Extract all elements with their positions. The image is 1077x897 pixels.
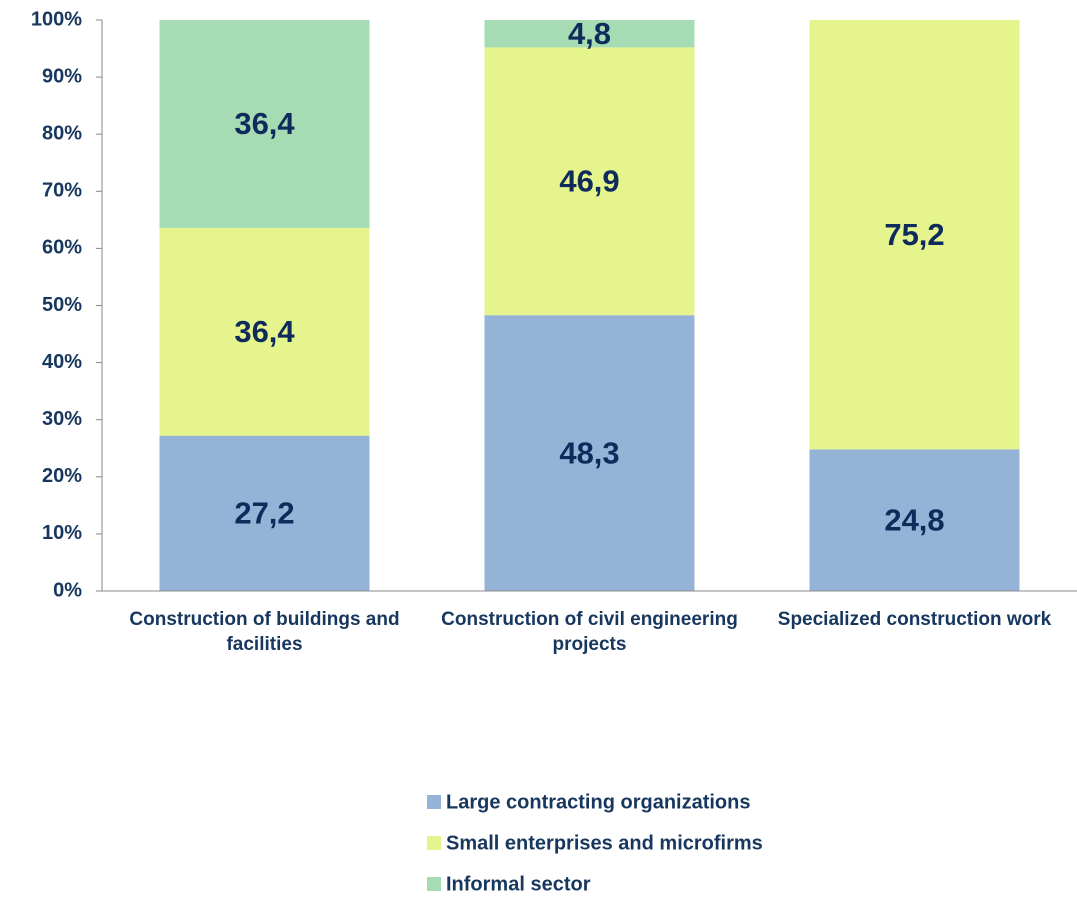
- value-label: 36,4: [234, 314, 295, 349]
- bar-segment: [484, 47, 695, 316]
- value-label: 24,8: [884, 502, 944, 537]
- y-tick-label: 0%: [53, 579, 82, 601]
- value-label: 48,3: [559, 435, 619, 470]
- bar-segment: [484, 315, 695, 591]
- y-tick-label: 30%: [42, 408, 82, 430]
- legend-swatch: [427, 795, 441, 809]
- legend-label: Large contracting organizations: [446, 791, 750, 813]
- value-label: 75,2: [884, 217, 944, 252]
- value-label: 36,4: [234, 106, 295, 141]
- y-tick-label: 50%: [42, 294, 82, 316]
- y-tick-label: 40%: [42, 351, 82, 373]
- y-tick-label: 90%: [42, 65, 82, 87]
- legend-label: Small enterprises and microfirms: [446, 832, 763, 854]
- x-tick-label: Specialized construction work: [777, 609, 1052, 630]
- y-tick-label: 100%: [31, 8, 82, 30]
- y-tick-label: 60%: [42, 237, 82, 259]
- value-label: 46,9: [559, 163, 619, 198]
- y-tick-label: 70%: [42, 180, 82, 202]
- bar-segment: [159, 435, 370, 591]
- value-label: 4,8: [568, 16, 611, 51]
- x-tick-label: Construction of buildings and facilities: [129, 609, 400, 655]
- legend-label: Informal sector: [446, 873, 591, 895]
- bar-segment: [159, 20, 370, 228]
- bar-segment: [809, 20, 1020, 450]
- value-label: 27,2: [234, 496, 294, 531]
- bar-segment: [809, 449, 1020, 591]
- bar-segment: [484, 20, 695, 48]
- x-tick-label: Construction of civil engineering projec…: [441, 609, 738, 655]
- legend-swatch: [427, 877, 441, 891]
- y-tick-label: 80%: [42, 122, 82, 144]
- legend-swatch: [427, 836, 441, 850]
- y-tick-label: 10%: [42, 522, 82, 544]
- y-tick-label: 20%: [42, 465, 82, 487]
- bar-segment: [159, 227, 370, 436]
